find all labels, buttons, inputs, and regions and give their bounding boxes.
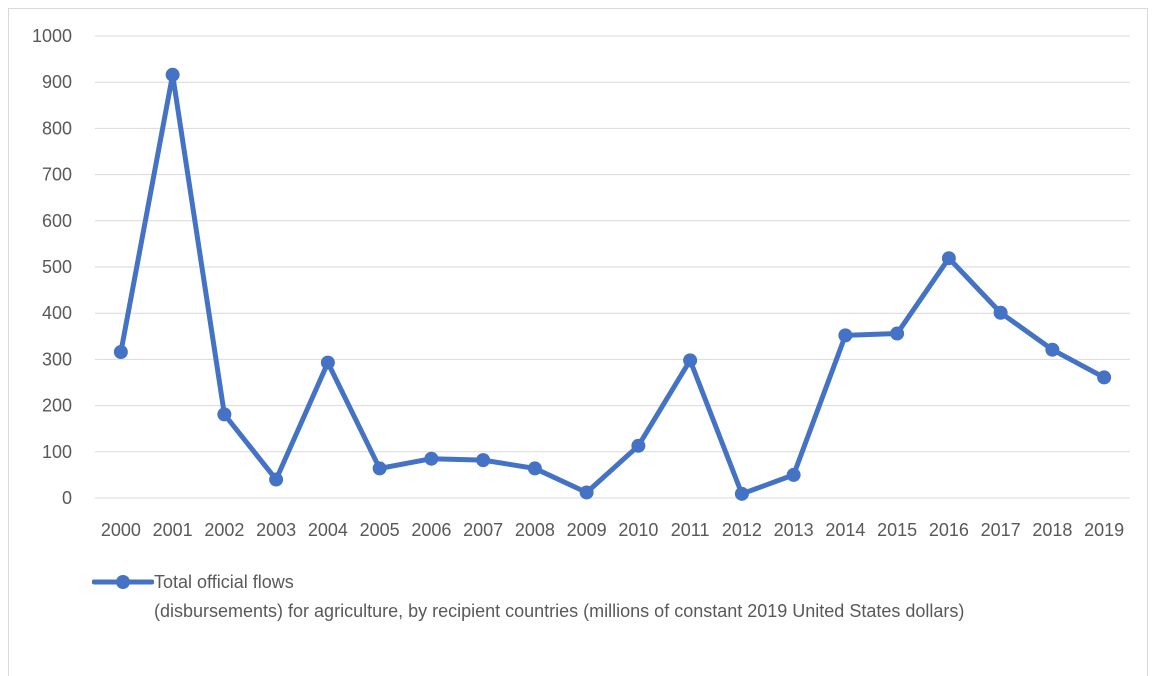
data-point (1045, 342, 1060, 357)
x-tick-label: 2002 (204, 520, 244, 540)
y-tick-label: 0 (62, 488, 72, 508)
x-tick-label: 2008 (515, 520, 555, 540)
gridlines (95, 35, 1130, 499)
x-tick-label: 2007 (463, 520, 503, 540)
series-total-official-flows (113, 67, 1112, 501)
data-point (217, 407, 232, 422)
x-tick-label: 2013 (774, 520, 814, 540)
x-tick-label: 2009 (567, 520, 607, 540)
y-tick-label: 700 (42, 165, 72, 185)
data-point (631, 438, 646, 453)
data-point (527, 461, 542, 476)
x-tick-label: 2006 (411, 520, 451, 540)
x-tick-label: 2004 (308, 520, 348, 540)
x-tick-label: 2019 (1084, 520, 1124, 540)
y-tick-label: 300 (42, 349, 72, 369)
x-tick-label: 2005 (360, 520, 400, 540)
data-point (786, 467, 801, 482)
x-tick-label: 2017 (981, 520, 1021, 540)
data-point (838, 328, 853, 343)
y-tick-label: 900 (42, 72, 72, 92)
chart-area (8, 8, 1148, 676)
y-tick-label: 200 (42, 396, 72, 416)
y-tick-label: 500 (42, 257, 72, 277)
y-axis-tick-labels: 0 100 200 300 400 500 600 700 800 900 1000 (32, 26, 72, 508)
data-point (941, 251, 956, 266)
x-tick-label: 2018 (1032, 520, 1072, 540)
legend-series-label: Total official flows (disbursements) for… (154, 572, 965, 621)
x-tick-label: 2010 (618, 520, 658, 540)
x-tick-label: 2016 (929, 520, 969, 540)
y-tick-label: 800 (42, 118, 72, 138)
x-tick-label: 2015 (877, 520, 917, 540)
data-point (269, 472, 284, 487)
x-tick-label: 2003 (256, 520, 296, 540)
x-tick-label: 2001 (153, 520, 193, 540)
data-point (683, 353, 698, 368)
y-tick-label: 100 (42, 442, 72, 462)
y-tick-label: 1000 (32, 26, 72, 46)
series-line (118, 72, 1107, 497)
data-point (890, 326, 905, 341)
x-tick-label: 2000 (101, 520, 141, 540)
y-tick-label: 600 (42, 211, 72, 231)
data-point (1097, 370, 1112, 385)
legend-series-marker (92, 575, 154, 589)
data-point (424, 451, 439, 466)
data-point (579, 485, 594, 500)
data-point (993, 305, 1008, 320)
data-point (113, 345, 128, 360)
x-tick-label: 2011 (671, 520, 710, 540)
x-tick-label: 2012 (722, 520, 762, 540)
data-point (476, 453, 491, 468)
data-point (372, 461, 387, 476)
x-tick-label: 2014 (825, 520, 865, 540)
x-axis-tick-labels: 2000 2001 2002 2003 2004 2005 2006 2007 2008 2009… (101, 520, 1124, 540)
data-point (165, 67, 180, 82)
data-point (734, 486, 749, 501)
data-point (320, 355, 335, 370)
y-tick-label: 400 (42, 303, 72, 323)
